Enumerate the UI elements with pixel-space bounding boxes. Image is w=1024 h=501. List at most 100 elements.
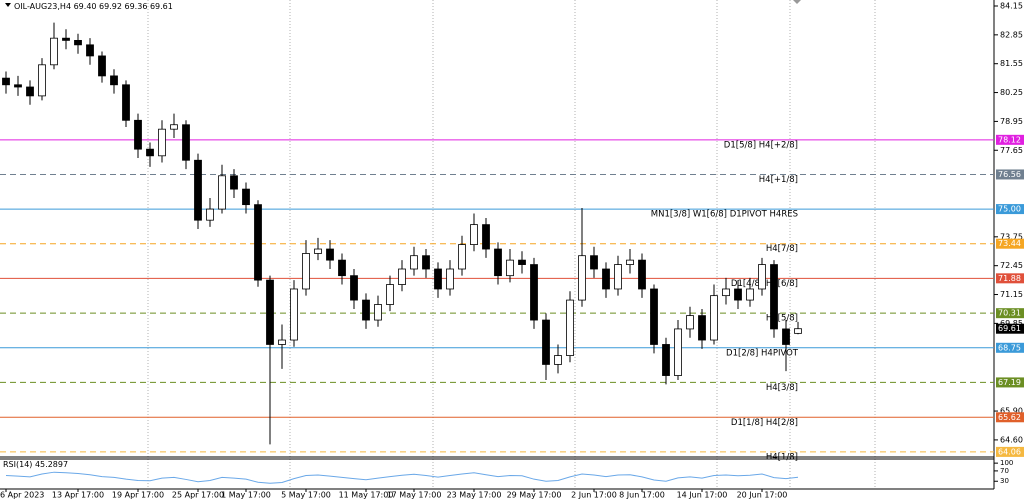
- rsi-tick-label: 70: [1000, 467, 1009, 475]
- x-tick-label: 5 May 17:00: [281, 491, 331, 500]
- shift-marker: [793, 0, 801, 4]
- level-price-label: 78.12: [998, 135, 1021, 144]
- vertical-grid: [147, 0, 876, 489]
- level-text: H4[7/8]: [766, 244, 798, 254]
- candle-body: [542, 319, 550, 365]
- level-text: D1[1/8] H4[2/8]: [731, 418, 798, 428]
- candle-body: [446, 268, 454, 290]
- candle-body: [578, 255, 586, 301]
- candle-body: [98, 55, 106, 77]
- candle-body: [782, 328, 790, 345]
- level-price-box: [996, 169, 1024, 180]
- ohlc-open: 69.40: [74, 2, 97, 11]
- candle-body: [722, 288, 730, 297]
- rsi-value: 45.2897: [35, 460, 68, 469]
- y-tick-label: 78.95: [1000, 117, 1023, 126]
- candle-body: [506, 259, 514, 277]
- candle-body: [182, 124, 190, 161]
- level-price-box: [996, 377, 1024, 388]
- candle-body: [146, 148, 154, 157]
- rsi-title: RSI(14) 45.2897: [3, 460, 68, 469]
- level-text: D1[2/8] H4PIVOT: [726, 348, 799, 358]
- current-price-box: [996, 323, 1024, 334]
- rsi-tick-label: 100: [1000, 459, 1013, 467]
- y-tick-label: 84.15: [1000, 1, 1023, 10]
- candle-body: [458, 244, 466, 270]
- candle-body: [770, 264, 778, 330]
- menu-arrow[interactable]: [5, 3, 11, 7]
- current-price-label: 69.61: [998, 324, 1021, 333]
- y-tick-label: 72.45: [1000, 261, 1023, 270]
- candle-body: [554, 355, 562, 365]
- level-price-box: [996, 204, 1024, 215]
- candle-body: [626, 259, 634, 265]
- level-price-box: [996, 412, 1024, 423]
- x-tick-label: 2 Jun 17:00: [571, 491, 617, 500]
- candle-body: [278, 339, 286, 345]
- ohlc-low: 69.36: [125, 2, 148, 11]
- level-price-label: 76.56: [998, 170, 1021, 179]
- candle-body: [290, 288, 298, 341]
- candle-body: [794, 328, 802, 334]
- level-price-box: [996, 342, 1024, 353]
- candle-body: [314, 248, 322, 254]
- candle-body: [494, 248, 502, 277]
- x-tick-label: 17 May 17:00: [387, 491, 442, 500]
- chart-title: OIL-AUG23,H4 69.40 69.92 69.36 69.61: [14, 2, 173, 11]
- candle-body: [650, 288, 658, 345]
- level-price-box: [996, 446, 1024, 457]
- candle-body: [338, 259, 346, 277]
- candle-body: [758, 264, 766, 290]
- rsi-line: [5, 471, 799, 484]
- candle-body: [266, 279, 274, 345]
- y-tick-label: 64.60: [1000, 435, 1023, 444]
- candle-body: [110, 75, 118, 86]
- x-tick-label: 13 Apr 17:00: [52, 491, 104, 500]
- candle-body: [86, 44, 94, 57]
- candle-body: [710, 295, 718, 341]
- candle-body: [62, 37, 70, 41]
- candle-body: [530, 264, 538, 321]
- level-text: H4[1/8]: [766, 452, 798, 462]
- candle-body: [326, 248, 334, 261]
- candle-body: [638, 259, 646, 290]
- candle-body: [26, 86, 34, 97]
- candle-body: [398, 268, 406, 285]
- candle-body: [14, 84, 22, 88]
- y-tick-label: 81.55: [1000, 59, 1023, 68]
- candle-body: [674, 328, 682, 376]
- candle-body: [254, 204, 262, 281]
- candle-body: [134, 119, 142, 150]
- y-tick-label: 65.90: [1000, 407, 1023, 416]
- level-price-label: 71.88: [998, 274, 1021, 283]
- candle-body: [2, 77, 10, 86]
- candle-body: [74, 39, 82, 46]
- level-text: D1[5/8] H4[+2/8]: [724, 140, 798, 150]
- level-price-box: [996, 134, 1024, 145]
- level-price-box: [996, 238, 1024, 249]
- candle-body: [206, 208, 214, 221]
- candle-body: [698, 315, 706, 341]
- x-tick-label: 29 May 17:00: [507, 491, 562, 500]
- level-price-label: 73.44: [998, 239, 1021, 248]
- y-tick-label: 82.85: [1000, 30, 1023, 39]
- candle-body: [218, 175, 226, 210]
- level-price-label: 67.19: [998, 378, 1021, 387]
- candle-body: [614, 264, 622, 290]
- level-price-box: [996, 273, 1024, 284]
- x-tick-label: 6 Apr 2023: [0, 491, 44, 500]
- level-price-label: 64.06: [998, 447, 1021, 456]
- level-text: H4[+1/8]: [759, 175, 798, 185]
- candle-body: [350, 275, 358, 301]
- candle-body: [122, 84, 130, 121]
- ohlc-high: 69.92: [99, 2, 122, 11]
- candle-body: [482, 224, 490, 250]
- x-tick-label: 25 Apr 17:00: [172, 491, 224, 500]
- candle-body: [242, 188, 250, 206]
- candle-body: [662, 344, 670, 376]
- candle-body: [566, 299, 574, 356]
- x-tick-label: 14 Jun 17:00: [677, 491, 728, 500]
- candle-body: [518, 259, 526, 265]
